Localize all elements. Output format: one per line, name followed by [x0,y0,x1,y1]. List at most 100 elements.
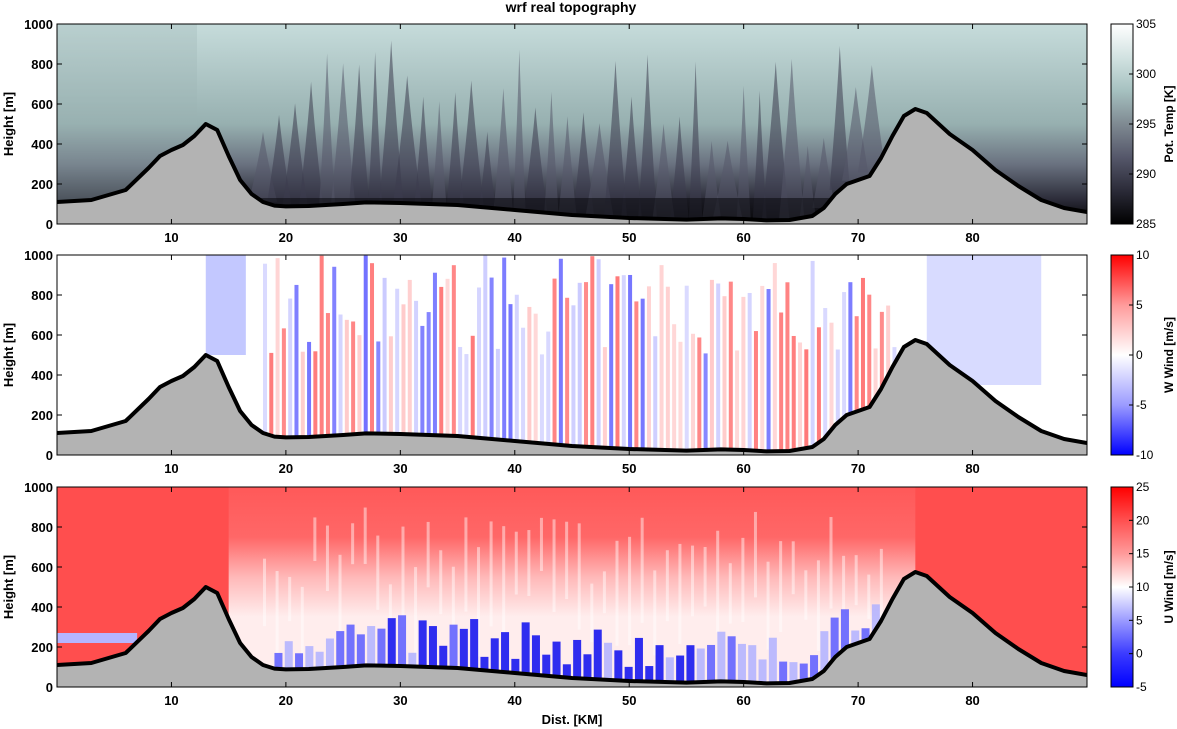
w-stripe [584,282,589,447]
w-stripe [281,328,286,438]
colorbar-tick-label: 10 [1136,580,1150,594]
u-negative-cell [490,638,499,671]
w-stripe [848,282,853,415]
w-stripe [376,341,381,434]
panel-u-wind: 10 20 30 40 50 60 70 8002004006008001000Height … [1,480,1176,727]
y-tick-label: 0 [46,680,53,695]
u-negative-cell [480,656,489,670]
w-stripe [873,348,878,401]
u-negative-cell [830,617,839,663]
w-stripe [508,304,513,441]
u-negative-cell [449,624,458,668]
w-stripe [609,284,614,448]
w-stripe [432,272,437,436]
w-stripe [753,331,758,451]
plume [523,107,548,212]
u-negative-cell [274,652,283,669]
field-u-wind [57,487,1087,687]
w-stripe [741,296,746,450]
u-negative-cell [398,615,407,666]
colorbar-tick-label: 15 [1136,547,1150,561]
u-negative-cell [665,657,674,683]
u-negative-cell [614,650,623,681]
w-stripe [810,260,815,448]
plume [266,114,292,206]
x-tick-label: 10 [164,461,178,476]
w-stripe [307,341,312,438]
w-stripe [351,321,356,435]
axes-frame [56,254,1088,456]
y-tick-label: 400 [31,368,53,383]
y-tick-label: 0 [46,217,53,232]
w-stripe [533,313,538,443]
u-negative-cell [727,636,736,682]
plume [857,65,886,173]
w-stripe [684,285,689,451]
w-stripe [546,331,551,444]
y-tick-label: 200 [31,177,53,192]
w-stripe [521,327,526,442]
u-negative-cell [346,624,355,667]
w-stripe [263,263,268,433]
w-stripe [772,263,777,452]
colorbar-tick-label: 10 [1136,248,1150,262]
u-negative-cell [820,631,829,674]
w-stripe [495,348,500,440]
w-stripe [760,285,765,452]
w-stripe [552,278,557,445]
w-stripe [804,349,809,449]
w-stripe [357,335,362,434]
w-stripe [325,313,330,436]
terrain-outline [57,570,1087,686]
w-stripe [300,351,305,438]
w-stripe [294,284,299,438]
u-negative-cell [295,653,304,670]
w-stripe [401,304,406,435]
y-tick-label: 1000 [24,248,53,263]
x-tick-label: 30 [393,461,407,476]
u-negative-cell [356,634,365,667]
u-negative-cell [501,632,510,672]
y-axis-label: Height [m] [1,92,16,156]
x-tick-label: 40 [508,230,522,245]
w-stripe [691,333,696,451]
w-stripe [445,278,450,436]
w-stripe [470,335,475,438]
w-stripe [628,274,633,449]
w-stripe [451,265,456,436]
colorbar-tick-label: -5 [1136,398,1147,412]
w-stripe [395,288,400,434]
x-tick-label: 20 [279,230,293,245]
w-stripe [313,351,318,437]
terrain-outline [57,107,1087,223]
u-negative-cell [367,626,376,666]
u-negative-cell [387,618,396,666]
colorbar-tick-label: 0 [1136,647,1143,661]
u-negative-cell [871,604,880,636]
y-tick-label: 400 [31,600,53,615]
w-stripe [697,337,702,451]
y-tick-label: 800 [31,288,53,303]
colorbar-tick-label: 285 [1136,217,1156,231]
w-stripe [539,354,544,444]
plume [379,40,404,203]
plume [688,61,703,220]
plume [779,58,805,220]
w-stripe [577,282,582,447]
panel-pot-temp: 10 20 30 40 50 60 70 8002004006008001000Height … [1,17,1176,245]
x-tick-label: 50 [622,693,636,708]
u-negative-cell [377,628,386,666]
x-tick-label: 10 [164,230,178,245]
colorbar-tick-label: 290 [1136,167,1156,181]
w-stripe [338,314,343,436]
x-tick-label: 60 [736,693,750,708]
x-tick-label: 60 [736,230,750,245]
w-stripe [615,276,620,449]
w-stripe [514,294,519,441]
u-negative-cell [521,622,530,674]
y-tick-label: 200 [31,408,53,423]
u-negative-cell [707,644,716,682]
u-negative-cell [511,658,520,673]
w-stripe [590,256,595,447]
terrain [57,109,1087,224]
